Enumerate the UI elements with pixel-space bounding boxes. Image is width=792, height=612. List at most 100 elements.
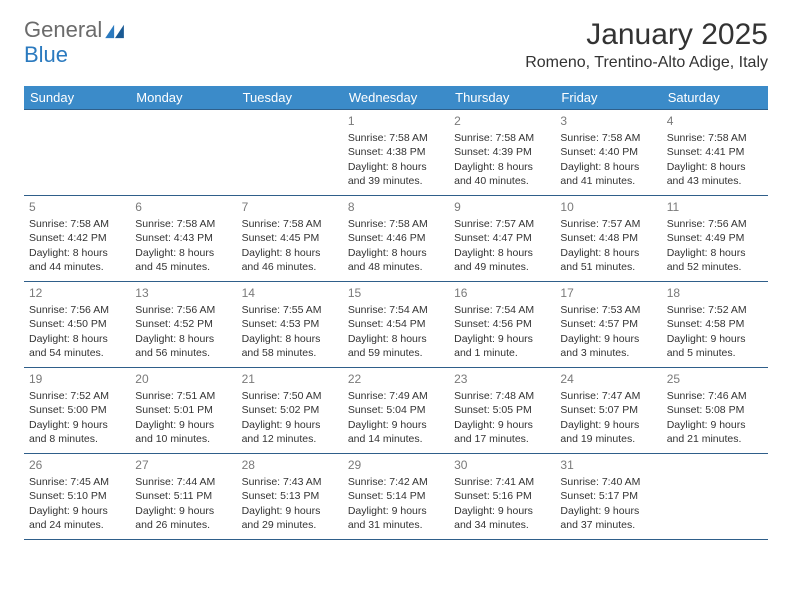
sunset-line: Sunset: 5:14 PM bbox=[348, 489, 444, 503]
sunrise-line: Sunrise: 7:52 AM bbox=[29, 389, 125, 403]
calendar-cell: 18 Sunrise: 7:52 AMSunset: 4:58 PMDayligh… bbox=[662, 282, 768, 368]
sunrise-line: Sunrise: 7:54 AM bbox=[348, 303, 444, 317]
day-number: 25 bbox=[667, 371, 763, 387]
daylight-line: Daylight: 8 hours and 58 minutes. bbox=[242, 332, 338, 360]
daylight-line: Daylight: 9 hours and 26 minutes. bbox=[135, 504, 231, 532]
daylight-line: Daylight: 8 hours and 54 minutes. bbox=[29, 332, 125, 360]
sunrise-line: Sunrise: 7:52 AM bbox=[667, 303, 763, 317]
weekday-header: Sunday bbox=[24, 86, 130, 110]
day-number: 17 bbox=[560, 285, 656, 301]
sunset-line: Sunset: 4:54 PM bbox=[348, 317, 444, 331]
sunset-line: Sunset: 4:48 PM bbox=[560, 231, 656, 245]
day-number: 30 bbox=[454, 457, 550, 473]
sunset-line: Sunset: 4:39 PM bbox=[454, 145, 550, 159]
sunrise-line: Sunrise: 7:49 AM bbox=[348, 389, 444, 403]
sunrise-line: Sunrise: 7:58 AM bbox=[29, 217, 125, 231]
calendar-cell: 13Sunrise: 7:56 AMSunset: 4:52 PMDayligh… bbox=[130, 282, 236, 368]
day-number: 12 bbox=[29, 285, 125, 301]
day-number: 10 bbox=[560, 199, 656, 215]
calendar-cell: 11Sunrise: 7:56 AMSunset: 4:49 PMDayligh… bbox=[662, 196, 768, 282]
daylight-line: Daylight: 8 hours and 40 minutes. bbox=[454, 160, 550, 188]
sunrise-line: Sunrise: 7:47 AM bbox=[560, 389, 656, 403]
daylight-line: Daylight: 8 hours and 49 minutes. bbox=[454, 246, 550, 274]
day-number: 18 bbox=[667, 285, 763, 301]
sunset-line: Sunset: 5:02 PM bbox=[242, 403, 338, 417]
daylight-line: Daylight: 9 hours and 8 minutes. bbox=[29, 418, 125, 446]
calendar-cell bbox=[24, 110, 130, 196]
calendar-cell: 16Sunrise: 7:54 AMSunset: 4:56 PMDayligh… bbox=[449, 282, 555, 368]
calendar-body: 1Sunrise: 7:58 AMSunset: 4:38 PMDaylight… bbox=[24, 110, 768, 540]
header: GeneralBlue January 2025 Romeno, Trentin… bbox=[0, 0, 792, 80]
calendar-row: 12Sunrise: 7:56 AMSunset: 4:50 PMDayligh… bbox=[24, 282, 768, 368]
calendar-cell: 6Sunrise: 7:58 AMSunset: 4:43 PMDaylight… bbox=[130, 196, 236, 282]
calendar-cell bbox=[662, 454, 768, 540]
daylight-line: Daylight: 9 hours and 37 minutes. bbox=[560, 504, 656, 532]
day-number: 8 bbox=[348, 199, 444, 215]
sunset-line: Sunset: 4:42 PM bbox=[29, 231, 125, 245]
calendar-row: 26Sunrise: 7:45 AMSunset: 5:10 PMDayligh… bbox=[24, 454, 768, 540]
sunrise-line: Sunrise: 7:54 AM bbox=[454, 303, 550, 317]
sunset-line: Sunset: 5:10 PM bbox=[29, 489, 125, 503]
daylight-line: Daylight: 9 hours and 21 minutes. bbox=[667, 418, 763, 446]
calendar-table: SundayMondayTuesdayWednesdayThursdayFrid… bbox=[24, 86, 768, 540]
day-number: 28 bbox=[242, 457, 338, 473]
day-number: 23 bbox=[454, 371, 550, 387]
weekday-header: Tuesday bbox=[237, 86, 343, 110]
daylight-line: Daylight: 9 hours and 5 minutes. bbox=[667, 332, 763, 360]
sunrise-line: Sunrise: 7:40 AM bbox=[560, 475, 656, 489]
calendar-cell: 4Sunrise: 7:58 AMSunset: 4:41 PMDaylight… bbox=[662, 110, 768, 196]
calendar-cell: 21Sunrise: 7:50 AMSunset: 5:02 PMDayligh… bbox=[237, 368, 343, 454]
daylight-line: Daylight: 8 hours and 41 minutes. bbox=[560, 160, 656, 188]
sunset-line: Sunset: 4:56 PM bbox=[454, 317, 550, 331]
calendar-cell: 23Sunrise: 7:48 AMSunset: 5:05 PMDayligh… bbox=[449, 368, 555, 454]
daylight-line: Daylight: 9 hours and 12 minutes. bbox=[242, 418, 338, 446]
weekday-header: Thursday bbox=[449, 86, 555, 110]
daylight-line: Daylight: 8 hours and 44 minutes. bbox=[29, 246, 125, 274]
sunset-line: Sunset: 4:49 PM bbox=[667, 231, 763, 245]
daylight-line: Daylight: 9 hours and 24 minutes. bbox=[29, 504, 125, 532]
day-number: 13 bbox=[135, 285, 231, 301]
daylight-line: Daylight: 9 hours and 10 minutes. bbox=[135, 418, 231, 446]
calendar-cell: 8Sunrise: 7:58 AMSunset: 4:46 PMDaylight… bbox=[343, 196, 449, 282]
sunset-line: Sunset: 5:00 PM bbox=[29, 403, 125, 417]
logo: GeneralBlue bbox=[24, 18, 125, 66]
sunrise-line: Sunrise: 7:56 AM bbox=[29, 303, 125, 317]
calendar-cell: 2Sunrise: 7:58 AMSunset: 4:39 PMDaylight… bbox=[449, 110, 555, 196]
day-number: 27 bbox=[135, 457, 231, 473]
day-number: 20 bbox=[135, 371, 231, 387]
calendar-cell: 19Sunrise: 7:52 AMSunset: 5:00 PMDayligh… bbox=[24, 368, 130, 454]
sunrise-line: Sunrise: 7:58 AM bbox=[135, 217, 231, 231]
day-number: 21 bbox=[242, 371, 338, 387]
daylight-line: Daylight: 9 hours and 17 minutes. bbox=[454, 418, 550, 446]
sunset-line: Sunset: 5:07 PM bbox=[560, 403, 656, 417]
day-number: 24 bbox=[560, 371, 656, 387]
daylight-line: Daylight: 9 hours and 1 minute. bbox=[454, 332, 550, 360]
daylight-line: Daylight: 8 hours and 46 minutes. bbox=[242, 246, 338, 274]
sunset-line: Sunset: 4:50 PM bbox=[29, 317, 125, 331]
sunset-line: Sunset: 4:53 PM bbox=[242, 317, 338, 331]
sunset-line: Sunset: 4:58 PM bbox=[667, 317, 763, 331]
logo-text-blue: Blue bbox=[24, 42, 68, 67]
day-number: 3 bbox=[560, 113, 656, 129]
day-number: 5 bbox=[29, 199, 125, 215]
calendar-cell: 14Sunrise: 7:55 AMSunset: 4:53 PMDayligh… bbox=[237, 282, 343, 368]
weekday-header: Friday bbox=[555, 86, 661, 110]
sunrise-line: Sunrise: 7:58 AM bbox=[667, 131, 763, 145]
sunset-line: Sunset: 5:05 PM bbox=[454, 403, 550, 417]
calendar-row: 1Sunrise: 7:58 AMSunset: 4:38 PMDaylight… bbox=[24, 110, 768, 196]
calendar-cell: 3Sunrise: 7:58 AMSunset: 4:40 PMDaylight… bbox=[555, 110, 661, 196]
day-number: 6 bbox=[135, 199, 231, 215]
sunset-line: Sunset: 5:04 PM bbox=[348, 403, 444, 417]
day-number: 1 bbox=[348, 113, 444, 129]
title-block: January 2025 Romeno, Trentino-Alto Adige… bbox=[525, 18, 768, 72]
sunrise-line: Sunrise: 7:58 AM bbox=[348, 131, 444, 145]
sunset-line: Sunset: 5:13 PM bbox=[242, 489, 338, 503]
daylight-line: Daylight: 8 hours and 59 minutes. bbox=[348, 332, 444, 360]
sunrise-line: Sunrise: 7:58 AM bbox=[242, 217, 338, 231]
sunset-line: Sunset: 4:57 PM bbox=[560, 317, 656, 331]
sunset-line: Sunset: 4:45 PM bbox=[242, 231, 338, 245]
sunrise-line: Sunrise: 7:51 AM bbox=[135, 389, 231, 403]
weekday-header: Monday bbox=[130, 86, 236, 110]
sunset-line: Sunset: 4:47 PM bbox=[454, 231, 550, 245]
sunset-line: Sunset: 5:11 PM bbox=[135, 489, 231, 503]
